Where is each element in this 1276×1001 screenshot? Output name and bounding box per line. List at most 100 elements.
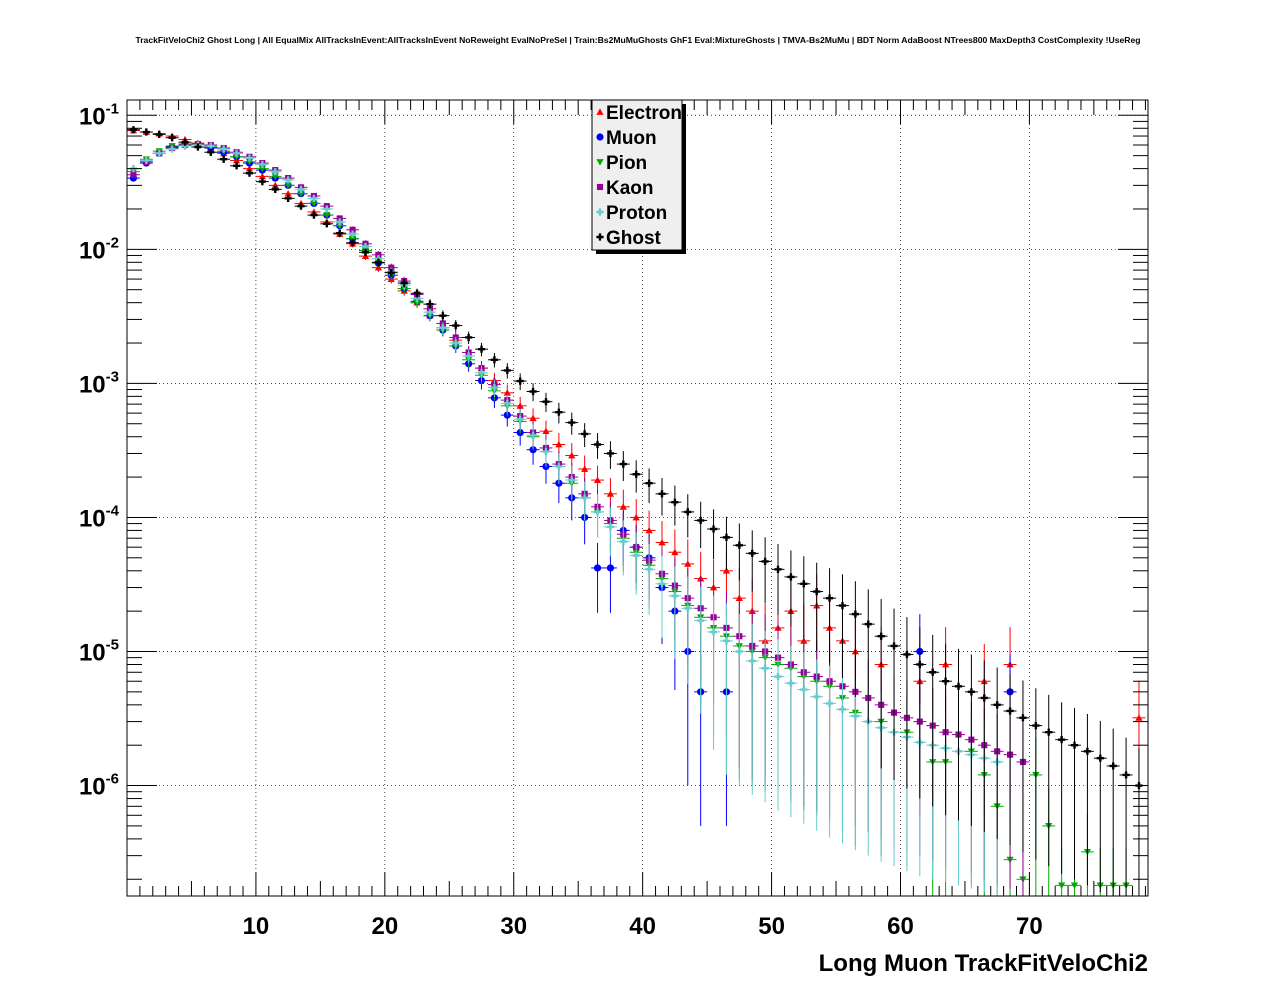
data-point-proton [735, 647, 743, 656]
data-point-ghost [787, 573, 795, 581]
data-point-electron [555, 440, 563, 448]
data-point-ghost [465, 333, 473, 342]
data-points [127, 126, 1146, 896]
data-point-proton [465, 352, 473, 360]
data-point-electron [568, 451, 576, 459]
data-point-ghost [1083, 747, 1092, 755]
data-point-ghost [735, 541, 743, 549]
data-point-ghost [800, 580, 808, 588]
y-tick-label: 10-5 [79, 636, 119, 666]
data-point-electron [684, 560, 692, 567]
data-point-ghost [258, 178, 266, 186]
data-point-proton [452, 339, 460, 347]
data-point-ghost [207, 148, 215, 156]
y-tick-label: 10-3 [79, 368, 119, 398]
data-point-ghost [413, 289, 421, 297]
data-point-ghost [645, 479, 653, 487]
legend-marker-kaon [596, 183, 604, 191]
data-point-electron [671, 548, 679, 556]
x-tick-label: 60 [887, 913, 914, 940]
series-pion [127, 141, 1133, 896]
data-point-ghost [942, 677, 950, 685]
data-point-proton [284, 176, 292, 184]
data-point-ghost [813, 587, 821, 596]
data-point-pion [297, 190, 305, 198]
data-point-ghost [671, 498, 679, 506]
data-point-ghost [748, 549, 756, 557]
data-point-electron [619, 503, 627, 510]
legend-label-electron: Electron [606, 103, 682, 124]
data-point-ghost [439, 312, 447, 320]
data-point-proton [181, 142, 189, 150]
legend-label-muon: Muon [606, 128, 657, 149]
data-point-ghost [1096, 754, 1104, 762]
data-point-electron [645, 526, 653, 534]
x-tick-label: 10 [243, 913, 270, 940]
data-point-ghost [1122, 771, 1130, 779]
legend: Electron Muon Pion Kaon Proton Ghost [591, 99, 686, 254]
data-point-proton [619, 538, 627, 546]
data-point-proton [245, 154, 254, 162]
legend-box [591, 99, 683, 251]
data-point-muon [606, 564, 615, 572]
data-point-proton [593, 508, 602, 516]
data-point-ghost [490, 356, 499, 364]
data-point-proton [529, 431, 537, 439]
data-point-proton [477, 369, 486, 377]
data-point-ghost [323, 220, 331, 228]
data-point-proton [503, 399, 511, 407]
data-point-ghost [825, 594, 834, 602]
data-point-ghost [774, 565, 782, 573]
data-point-proton [581, 494, 589, 502]
x-tick-label: 30 [500, 913, 527, 940]
data-point-ghost [606, 449, 615, 458]
data-point-ghost [220, 155, 228, 163]
y-tick-label: 10-6 [79, 771, 119, 801]
data-point-ghost [568, 418, 576, 427]
data-point-proton [761, 664, 769, 672]
data-point-ghost [877, 632, 885, 640]
data-point-proton [709, 628, 718, 636]
data-point-ghost [993, 701, 1001, 709]
data-point-electron [542, 427, 550, 435]
data-point-proton [722, 637, 731, 645]
data-point-electron [593, 476, 602, 483]
data-point-pion [1070, 882, 1079, 889]
data-point-ghost [232, 162, 241, 170]
data-point-ghost [1109, 762, 1117, 770]
data-point-ghost [555, 408, 563, 416]
data-point-ghost [619, 460, 627, 468]
data-point-proton [748, 657, 756, 665]
x-tick-label: 70 [1016, 913, 1043, 940]
data-point-electron [735, 594, 743, 602]
data-point-ghost [245, 169, 254, 177]
x-axis-label: Long Muon TrackFitVeloChi2 [819, 950, 1148, 977]
chart-title: TrackFitVeloChi2 Ghost Long | All EqualM… [135, 35, 1140, 45]
series-proton [127, 141, 1004, 896]
data-point-ghost [336, 229, 344, 237]
data-point-ghost [890, 642, 898, 650]
data-point-proton [813, 693, 821, 701]
data-point-ghost [542, 398, 550, 406]
data-point-electron [658, 538, 666, 546]
data-point-ghost [129, 126, 138, 134]
data-point-electron [581, 465, 589, 472]
data-point-proton [838, 705, 847, 713]
data-point-proton [671, 592, 679, 600]
data-point-electron [722, 567, 731, 574]
data-point-kaon [375, 251, 382, 258]
data-point-ghost [400, 279, 408, 287]
data-point-proton [645, 565, 653, 573]
data-point-ghost [1070, 741, 1079, 749]
data-point-electron [245, 165, 254, 172]
legend-marker-proton [596, 208, 604, 216]
data-point-proton [348, 230, 357, 238]
x-tick-label: 20 [371, 913, 398, 940]
data-point-proton [697, 617, 705, 625]
data-point-proton [361, 242, 370, 251]
data-point-electron [374, 264, 382, 271]
data-point-electron [258, 172, 266, 180]
data-point-proton [555, 462, 563, 471]
data-point-ghost [284, 194, 292, 202]
data-point-ghost [194, 143, 202, 151]
